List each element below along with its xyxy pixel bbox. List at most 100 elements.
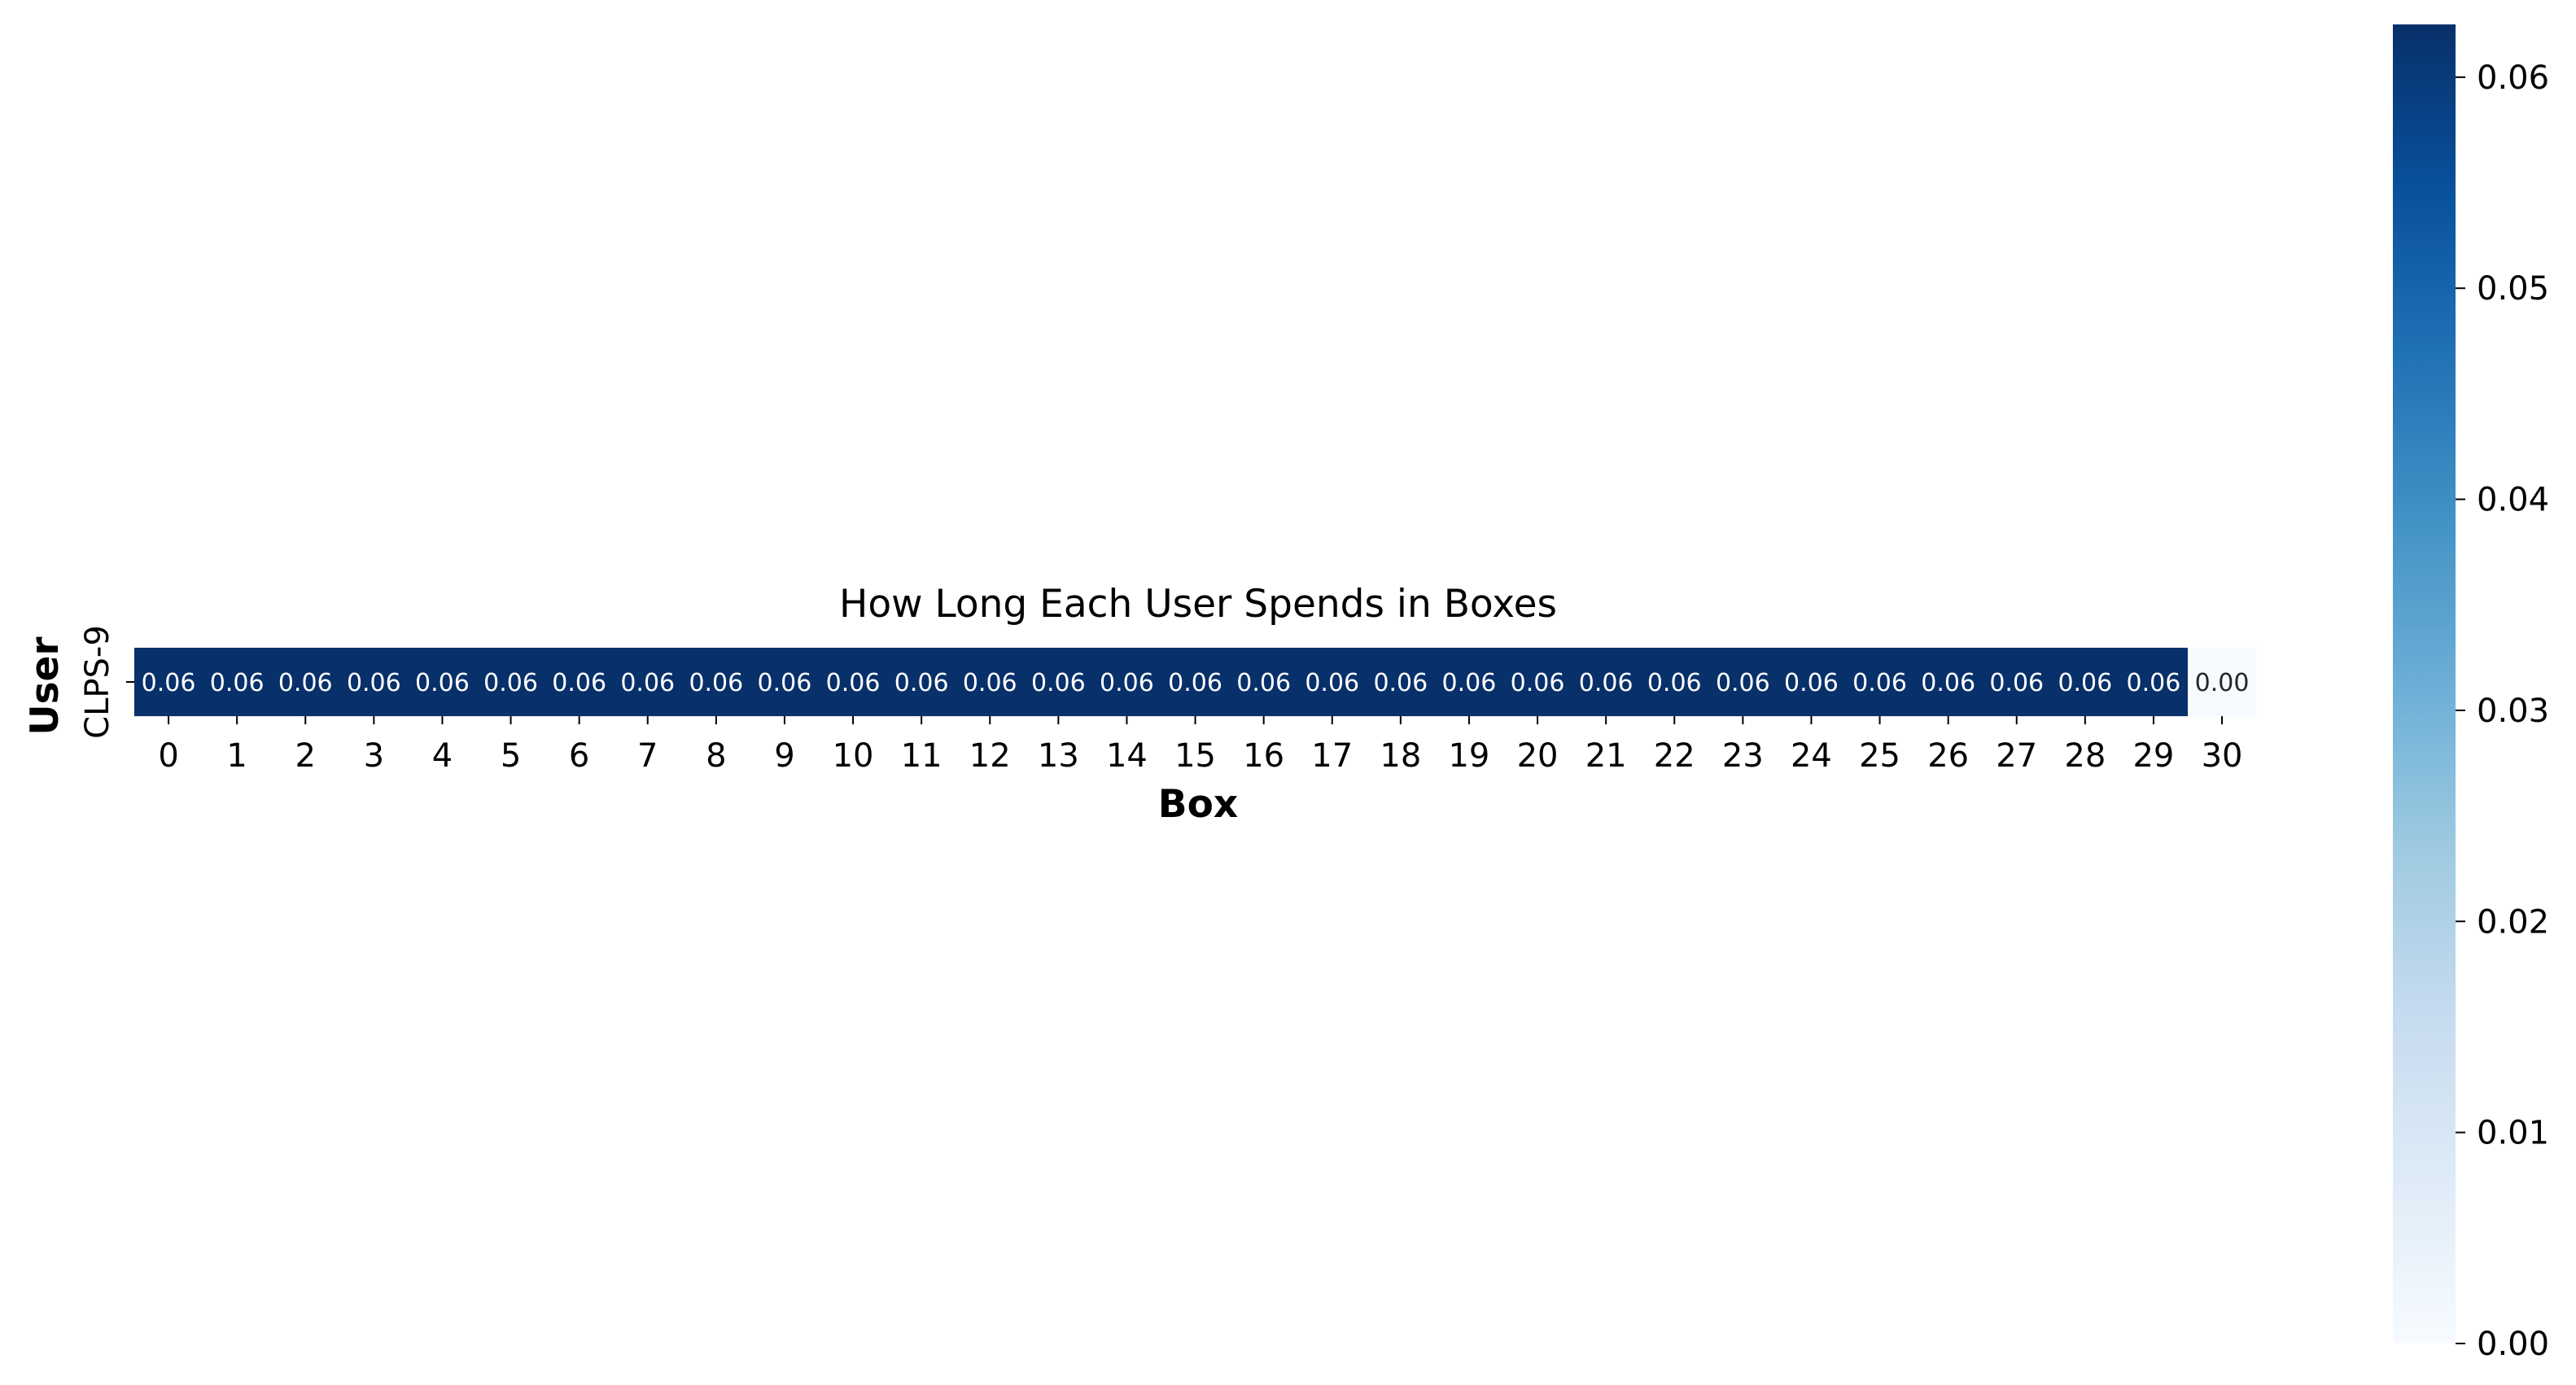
heatmap-cell-label: 0.06 xyxy=(415,669,470,697)
heatmap-cell xyxy=(1229,648,1299,717)
heatmap-cell xyxy=(887,648,956,717)
x-tick-label: 10 xyxy=(833,737,874,775)
heatmap-cell-label: 0.06 xyxy=(1236,669,1291,697)
heatmap-cell xyxy=(1092,648,1162,717)
heatmap-cell xyxy=(956,648,1025,717)
heatmap-cell-label: 0.06 xyxy=(1647,669,1702,697)
heatmap-cell-label: 0.06 xyxy=(689,669,743,697)
x-tick-label: 3 xyxy=(364,737,384,775)
x-tick-label: 12 xyxy=(969,737,1011,775)
heatmap-cell-label: 0.06 xyxy=(1511,669,1565,697)
x-tick-label: 29 xyxy=(2132,737,2174,775)
heatmap-cell-label: 0.06 xyxy=(1100,669,1154,697)
x-tick-label: 18 xyxy=(1380,737,1421,775)
x-tick-label: 1 xyxy=(226,737,247,775)
x-tick-label: 21 xyxy=(1585,737,1627,775)
y-tick-label: CLPS-9 xyxy=(79,625,116,739)
heatmap-cell xyxy=(271,648,340,717)
heatmap-cell-label: 0.06 xyxy=(1921,669,1975,697)
heatmap-cell xyxy=(1024,648,1093,717)
heatmap-cell-label: 0.06 xyxy=(347,669,401,697)
colorbar-tick-label: 0.00 xyxy=(2477,1326,2549,1363)
x-axis-ticks: 0 1 2 3 4 5 6 7 8 9 10 11 12 13 14 15 16 17 18 19 20 21 22 23 24… xyxy=(158,716,2243,775)
heatmap-cell-label: 0.06 xyxy=(894,669,949,697)
heatmap-cell-label: 0.06 xyxy=(963,669,1017,697)
heatmap-cell xyxy=(1434,648,1504,717)
x-tick-label: 19 xyxy=(1448,737,1489,775)
heatmap-cell xyxy=(613,648,683,717)
colorbar xyxy=(2393,24,2456,1343)
x-tick-label: 28 xyxy=(2064,737,2106,775)
x-tick-label: 4 xyxy=(432,737,453,775)
x-tick-label: 24 xyxy=(1791,737,1832,775)
heatmap-cell xyxy=(545,648,614,717)
colorbar-tick-label: 0.06 xyxy=(2477,59,2549,97)
colorbar-tick-label: 0.01 xyxy=(2477,1115,2549,1152)
x-tick-label: 6 xyxy=(569,737,589,775)
heatmap-cell-label: 0.06 xyxy=(1852,669,1907,697)
x-tick-label: 17 xyxy=(1311,737,1353,775)
y-axis-label: User xyxy=(23,636,68,736)
heatmap-cell-label: 0.06 xyxy=(1168,669,1222,697)
heatmap-cell xyxy=(1503,648,1572,717)
x-tick-label: 22 xyxy=(1654,737,1695,775)
colorbar-tick-label: 0.02 xyxy=(2477,903,2549,941)
heatmap-cell-label: 0.06 xyxy=(620,669,675,697)
heatmap-cell-label: 0.06 xyxy=(1031,669,1086,697)
colorbar-tick-label: 0.04 xyxy=(2477,482,2549,519)
heatmap-cells xyxy=(134,648,2257,717)
heatmap-cell-label: 0.06 xyxy=(483,669,538,697)
x-tick-label: 27 xyxy=(1996,737,2037,775)
heatmap-cell-label: 0.06 xyxy=(1716,669,1770,697)
heatmap-cell xyxy=(1572,648,1641,717)
heatmap-cell xyxy=(339,648,409,717)
x-tick-label: 20 xyxy=(1517,737,1559,775)
colorbar-ticks: 0.00 0.01 0.02 0.03 0.04 0.05 0.06 xyxy=(2456,59,2549,1363)
heatmap-cell-label: 0.06 xyxy=(758,669,812,697)
heatmap-cell xyxy=(476,648,546,717)
colorbar-tick-label: 0.05 xyxy=(2477,270,2549,308)
heatmap-cell-labels: 0.06 0.06 0.06 0.06 0.06 0.06 0.06 0.06 0.06 0.06… xyxy=(142,669,2250,697)
heatmap-cell xyxy=(1297,648,1367,717)
x-tick-label: 23 xyxy=(1722,737,1764,775)
x-tick-label: 2 xyxy=(295,737,316,775)
heatmap-cell xyxy=(408,648,478,717)
x-tick-label: 5 xyxy=(501,737,521,775)
heatmap-cell xyxy=(134,648,203,717)
y-axis-ticks: CLPS-9 xyxy=(79,625,134,739)
x-tick-label: 9 xyxy=(774,737,794,775)
chart-title: How Long Each User Spends in Boxes xyxy=(839,582,1557,627)
heatmap-cell-label: 0.06 xyxy=(1989,669,2044,697)
heatmap-cell xyxy=(203,648,272,717)
heatmap-cell-label: 0.00 xyxy=(2195,669,2250,697)
heatmap-cell-label: 0.06 xyxy=(1784,669,1839,697)
heatmap-cell xyxy=(1708,648,1778,717)
heatmap-cell-label: 0.06 xyxy=(1373,669,1428,697)
heatmap-cell-label: 0.06 xyxy=(826,669,881,697)
heatmap-cell xyxy=(1640,648,1709,717)
x-tick-label: 16 xyxy=(1243,737,1284,775)
x-tick-label: 26 xyxy=(1927,737,1969,775)
x-tick-label: 14 xyxy=(1106,737,1148,775)
heatmap-cell-label: 0.06 xyxy=(142,669,196,697)
heatmap-cell xyxy=(2188,648,2257,717)
heatmap-cell xyxy=(1777,648,1847,717)
heatmap-cell xyxy=(2050,648,2120,717)
colorbar-tick-label: 0.03 xyxy=(2477,692,2549,730)
heatmap-cell xyxy=(1982,648,2052,717)
heatmap-cell xyxy=(1161,648,1231,717)
heatmap-cell-label: 0.06 xyxy=(278,669,333,697)
heatmap-cell xyxy=(1845,648,1915,717)
x-tick-label: 25 xyxy=(1859,737,1900,775)
heatmap-cell-label: 0.06 xyxy=(1442,669,1497,697)
heatmap-cell-label: 0.06 xyxy=(1305,669,1359,697)
heatmap-cell xyxy=(819,648,888,717)
x-axis-label: Box xyxy=(1158,782,1238,827)
heatmap-cell xyxy=(750,648,820,717)
x-tick-label: 8 xyxy=(706,737,726,775)
heatmap-cell xyxy=(1366,648,1436,717)
x-tick-label: 0 xyxy=(158,737,178,775)
x-tick-label: 7 xyxy=(637,737,658,775)
x-tick-label: 30 xyxy=(2202,737,2243,775)
